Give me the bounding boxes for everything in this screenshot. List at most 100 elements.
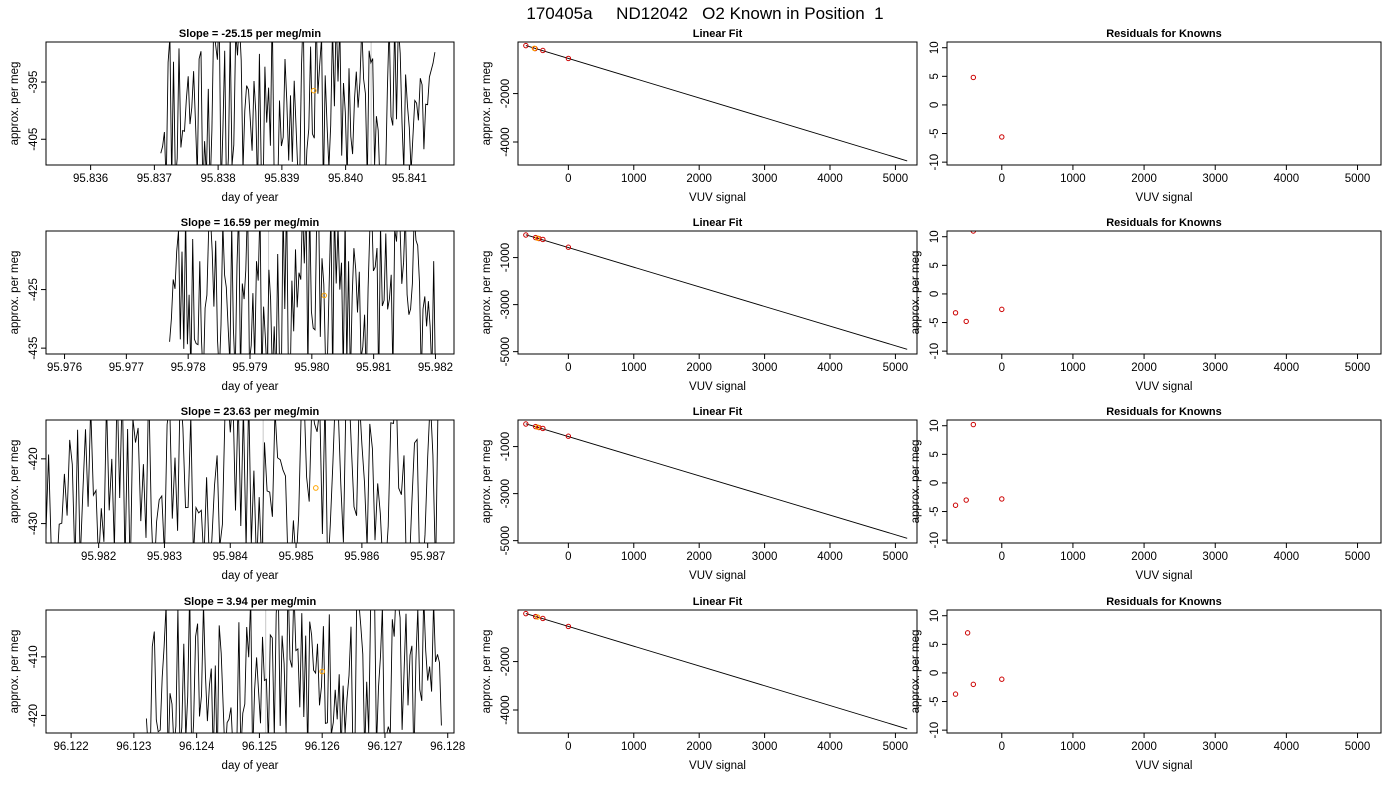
data-point: [963, 318, 969, 325]
y-tick-label: -420: [28, 447, 40, 470]
plot-frame: [517, 419, 918, 544]
x-tick-label: 4000: [1274, 173, 1300, 185]
plot-area: [523, 232, 908, 350]
fit-line: [525, 423, 908, 539]
data-point: [523, 232, 529, 238]
signal-trace: [169, 231, 436, 354]
signal-trace: [46, 420, 439, 543]
x-tick-label: 95.983: [147, 551, 182, 563]
y-tick-label: 5: [929, 73, 941, 79]
x-tick-label: 2000: [1131, 173, 1157, 185]
x-tick-label: 96.125: [242, 741, 277, 753]
x-axis: 0 1000 2000 3000 4000 5000 VUV signal: [999, 543, 1371, 582]
data-point: [999, 676, 1005, 682]
x-axis-label: VUV signal: [1136, 760, 1193, 772]
x-tick-label: 4000: [817, 362, 843, 374]
x-tick-label: 95.987: [410, 551, 445, 563]
y-axis-label: approx. per meg: [910, 440, 922, 524]
fit-line: [525, 234, 908, 350]
plot-frame: [946, 41, 1382, 166]
y-tick-label: -420: [28, 704, 40, 727]
x-tick-label: 0: [999, 362, 1005, 374]
x-tick-label: 4000: [817, 173, 843, 185]
data-point: [540, 47, 546, 54]
x-tick-label: 2000: [1131, 551, 1157, 563]
x-tick-label: 96.123: [116, 741, 151, 753]
y-tick-label: -5: [929, 317, 941, 327]
x-tick-label: 4000: [1274, 741, 1300, 753]
known-marker: [321, 292, 327, 299]
y-tick-label: -10: [929, 532, 941, 549]
known-point: [534, 235, 541, 241]
y-axis-label: approx. per meg: [9, 62, 21, 146]
x-tick-label: 5000: [883, 741, 909, 753]
y-tick-label: -425: [28, 278, 40, 301]
plot-frame: [946, 230, 1382, 355]
y-tick-label: 5: [929, 641, 941, 647]
x-axis-label: day of year: [222, 192, 279, 204]
data-point: [970, 74, 977, 81]
data-point: [964, 630, 971, 636]
x-axis: 95.982 95.983 95.984 95.985 95.986 95.987 day …: [81, 543, 445, 582]
x-tick-label: 95.985: [278, 551, 313, 563]
plot-frame: [517, 230, 918, 355]
data-point: [952, 310, 959, 316]
y-axis-label: approx. per meg: [481, 251, 493, 335]
data-point: [999, 134, 1005, 140]
data-point: [970, 681, 977, 688]
plot-area: [970, 74, 1005, 140]
x-tick-label: 95.979: [232, 362, 267, 374]
x-axis: 0 1000 2000 3000 4000 5000 VUV signal: [565, 543, 908, 582]
x-tick-label: 5000: [1345, 551, 1371, 563]
panel-title: Slope = 23.63 per meg/min: [181, 406, 320, 418]
x-tick-label: 5000: [883, 173, 909, 185]
x-tick-label: 1000: [621, 173, 647, 185]
data-point: [523, 610, 529, 617]
y-tick-label: 0: [929, 670, 941, 676]
x-axis-label: VUV signal: [1136, 570, 1193, 582]
plot-area: [523, 610, 908, 730]
x-axis: 0 1000 2000 3000 4000 5000 VUV signal: [565, 354, 908, 393]
plot-frame: [45, 230, 455, 355]
y-tick-label: 5: [929, 262, 941, 268]
x-tick-label: 2000: [1131, 362, 1157, 374]
y-tick-label: -435: [28, 337, 40, 360]
x-tick-label: 3000: [752, 741, 778, 753]
plot-area: [952, 231, 1005, 325]
y-axis: -425 -435 approx. per meg: [9, 251, 46, 360]
plot-area: [145, 610, 442, 733]
x-tick-label: 95.980: [294, 362, 329, 374]
y-axis-label: approx. per meg: [481, 62, 493, 146]
x-tick-label: 4000: [817, 741, 843, 753]
y-axis-label: approx. per meg: [9, 440, 21, 524]
x-tick-label: 95.984: [213, 551, 249, 563]
x-tick-label: 3000: [1202, 741, 1228, 753]
data-point: [523, 42, 529, 49]
data-point: [540, 615, 546, 622]
data-point: [565, 623, 572, 630]
data-point: [565, 55, 572, 62]
figure-title: 170405a ND12042 O2 Known in Position 1: [526, 4, 883, 23]
x-tick-label: 96.124: [179, 741, 215, 753]
data-point: [565, 433, 572, 439]
y-tick-label: -5: [929, 696, 941, 706]
y-tick-label: -4000: [500, 695, 512, 724]
x-tick-label: 2000: [686, 362, 712, 374]
plot-area: [952, 630, 1005, 697]
x-tick-label: 4000: [1274, 362, 1300, 374]
x-tick-label: 1000: [1060, 551, 1086, 563]
panel-title: Linear Fit: [693, 596, 743, 608]
x-tick-label: 0: [565, 362, 571, 374]
x-tick-label: 3000: [752, 362, 778, 374]
x-axis-label: VUV signal: [689, 192, 746, 204]
known-marker: [310, 87, 317, 94]
linear-fit-1: Linear Fit 0 1000 2000 3000 4000 5000 VUV signa…: [481, 28, 918, 204]
plot-frame: [946, 419, 1382, 544]
plot-area: [523, 42, 908, 162]
known-marker: [319, 668, 325, 675]
x-tick-label: 95.982: [418, 362, 453, 374]
y-axis: -410 -420 approx. per meg: [9, 630, 46, 727]
